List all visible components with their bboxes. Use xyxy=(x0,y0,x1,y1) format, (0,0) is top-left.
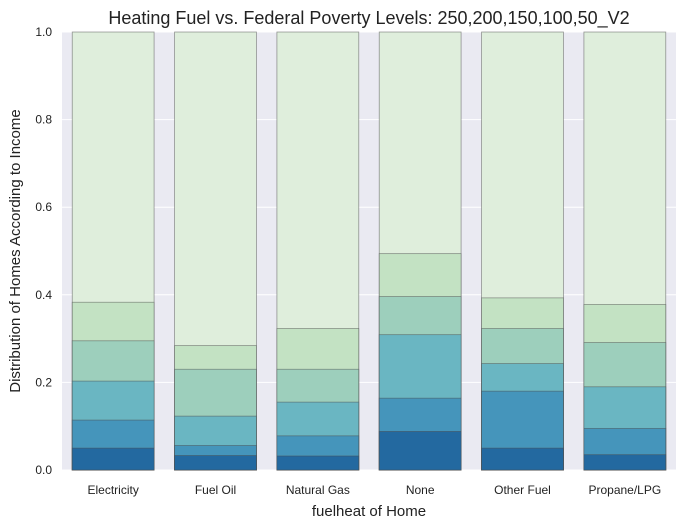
bar-segment xyxy=(71,447,155,471)
x-tick-label: Electricity xyxy=(87,483,138,497)
x-tick-label: Natural Gas xyxy=(286,483,350,497)
bar-segment xyxy=(174,455,257,471)
y-tick-label: 0.2 xyxy=(35,375,52,389)
x-axis-label: fuelheat of Home xyxy=(312,503,426,520)
x-tick-label: Other Fuel xyxy=(494,483,551,497)
x-tick-label: None xyxy=(406,483,435,497)
bar-stacks xyxy=(71,31,667,471)
x-tick-labels: Electricity Fuel Oil Natural Gas None Other … xyxy=(87,483,661,497)
bar-segment xyxy=(378,431,462,471)
y-tick-label: 0.0 xyxy=(35,463,52,477)
y-axis-label: Distribution of Homes According to Incom… xyxy=(7,109,24,392)
bar-segment xyxy=(276,455,360,471)
x-tick-label: Fuel Oil xyxy=(195,483,236,497)
plot-background xyxy=(62,32,676,470)
y-tick-label: 0.8 xyxy=(35,113,52,127)
x-tick-label: Propane/LPG xyxy=(588,483,661,497)
y-tick-labels: 0.0 0.2 0.4 0.6 0.8 1.0 xyxy=(35,25,52,477)
chart-title: Heating Fuel vs. Federal Poverty Levels:… xyxy=(108,8,629,29)
y-tick-label: 0.4 xyxy=(35,288,52,302)
bar-segment xyxy=(583,454,667,471)
y-tick-label: 0.6 xyxy=(35,200,52,214)
bar-segment xyxy=(481,447,564,471)
y-tick-label: 1.0 xyxy=(35,25,52,39)
grid-lines xyxy=(62,31,676,471)
